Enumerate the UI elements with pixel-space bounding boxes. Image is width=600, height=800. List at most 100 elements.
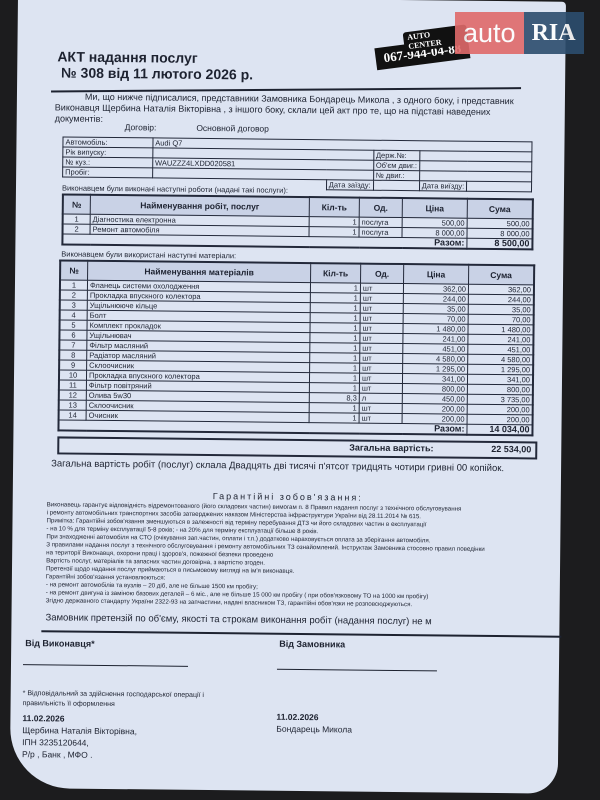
- table-cell: 241,00: [402, 333, 468, 345]
- table-cell: 1: [309, 322, 361, 334]
- column-header: Найменування матеріалів: [87, 260, 311, 283]
- table-cell: 11: [58, 379, 87, 391]
- executor-label: Від Виконавця*: [25, 638, 95, 649]
- table-cell: 500,00: [467, 218, 533, 229]
- executor-details: 11.02.2026 Щербина Наталія Вікторівна, ІПН…: [22, 713, 138, 760]
- table-cell: 12: [58, 389, 87, 401]
- table-cell: 362,00: [468, 284, 535, 295]
- table-cell: 7: [59, 339, 87, 351]
- contract: Договір: Основной договор: [124, 122, 269, 134]
- table-cell: 1: [308, 226, 360, 238]
- table-cell: 8: [59, 349, 87, 361]
- column-header: №: [60, 260, 88, 281]
- table-cell: 1: [310, 282, 361, 294]
- table-cell: 70,00: [468, 314, 534, 325]
- table-cell: 14: [58, 409, 87, 421]
- table-cell: л: [359, 393, 403, 404]
- table-cell: шт: [359, 413, 403, 424]
- table-cell: 1 295,00: [467, 364, 534, 375]
- table-cell: 1: [62, 213, 91, 225]
- table-cell: 8,3: [309, 392, 360, 404]
- warranty-heading: Гарантійні зобов'язання:: [212, 491, 363, 503]
- claim-statement: Замовник претензій по об'єму, якості та …: [45, 612, 432, 628]
- table-cell: 6: [59, 329, 88, 341]
- column-header: Кіл-ть: [310, 263, 361, 284]
- table-cell: 800,00: [402, 383, 468, 395]
- table-cell: 10: [58, 369, 87, 381]
- table-cell: 241,00: [467, 334, 534, 345]
- table-cell: шт: [359, 383, 403, 394]
- table-cell: 1: [310, 312, 361, 324]
- sum-in-words: Загальна вартість робіт (послуг) склала …: [51, 458, 505, 475]
- table-cell: 500,00: [402, 217, 468, 229]
- column-header: Ціна: [402, 198, 468, 219]
- table-cell: 200,00: [467, 404, 533, 415]
- divider: [41, 630, 562, 638]
- customer-details: 11.02.2026 Бондарець Микола: [276, 711, 353, 735]
- table-cell: 1: [309, 372, 360, 384]
- materials-caption: Виконавцем були використані наступні мат…: [61, 249, 237, 261]
- document-title: АКТ надання послуг № 308 від 11 лютого 2…: [57, 48, 254, 83]
- customer-label: Від Замовника: [279, 638, 346, 650]
- table-cell: шт: [359, 353, 403, 364]
- table-cell: 3 735,00: [467, 394, 533, 405]
- table-cell: 1: [309, 216, 360, 228]
- table-cell: 4: [59, 309, 88, 321]
- table-cell: 1: [310, 302, 361, 314]
- table-cell: 451,00: [467, 344, 534, 355]
- column-header: Ціна: [403, 264, 469, 285]
- table-cell: 1: [59, 279, 88, 291]
- table-cell: шт: [360, 313, 404, 324]
- table-cell: 200,00: [402, 403, 468, 415]
- works-table: № Найменування робіт, послуг Кіл-ть Од. Ціна…: [61, 193, 534, 251]
- table-cell: 1: [309, 412, 360, 424]
- table-cell: шт: [359, 403, 403, 414]
- table-cell: послуга: [359, 217, 403, 228]
- table-cell: 362,00: [403, 283, 469, 295]
- table-cell: 1: [309, 352, 360, 364]
- table-cell: 1: [309, 342, 360, 354]
- table-cell: шт: [359, 343, 403, 354]
- column-header: Од.: [359, 197, 403, 218]
- warranty-text: Виконавець гарантує відповідність відрем…: [46, 501, 527, 610]
- table-cell: 1 295,00: [402, 363, 468, 375]
- executor-signature-line: [22, 664, 188, 667]
- table-cell: 244,00: [403, 293, 469, 305]
- table-cell: 4 580,00: [402, 353, 468, 365]
- table-cell: 1: [309, 332, 360, 344]
- table-cell: 35,00: [468, 304, 534, 315]
- table-cell: 451,00: [402, 343, 468, 355]
- table-cell: 1: [310, 292, 361, 304]
- column-header: Сума: [467, 198, 533, 219]
- table-cell: 2: [59, 289, 88, 301]
- customer-signature-line: [276, 668, 437, 672]
- document-page: AUTO CENTER 067-944-04-88 АКТ надання пос…: [9, 0, 566, 794]
- table-cell: 3: [59, 299, 88, 311]
- column-header: Найменування робіт, послуг: [90, 194, 310, 217]
- table-cell: шт: [360, 303, 404, 314]
- table-cell: 1: [309, 382, 360, 394]
- table-cell: послуга: [358, 227, 403, 238]
- table-cell: 2: [62, 223, 91, 235]
- table-cell: 4 580,00: [467, 354, 534, 365]
- table-cell: 341,00: [402, 373, 468, 385]
- table-cell: 1: [309, 362, 360, 374]
- table-cell: шт: [359, 363, 403, 374]
- table-cell: 13: [58, 399, 87, 411]
- table-cell: 70,00: [403, 313, 469, 325]
- column-header: Сума: [468, 264, 535, 285]
- table-cell: шт: [359, 323, 404, 334]
- table-cell: 800,00: [467, 384, 533, 395]
- table-cell: 341,00: [467, 374, 534, 385]
- table-cell: 1 480,00: [467, 324, 534, 335]
- table-cell: 5: [59, 319, 88, 331]
- column-header: Кіл-ть: [309, 197, 360, 218]
- column-header: №: [62, 194, 91, 215]
- table-cell: 1: [309, 402, 360, 414]
- table-cell: 1 480,00: [402, 323, 469, 335]
- table-cell: 9: [59, 359, 87, 371]
- table-cell: шт: [360, 293, 404, 304]
- column-header: Од.: [360, 263, 404, 284]
- grand-total: Загальна вартість: 22 534,00: [57, 436, 538, 460]
- autoria-watermark: auto RIA: [455, 12, 584, 54]
